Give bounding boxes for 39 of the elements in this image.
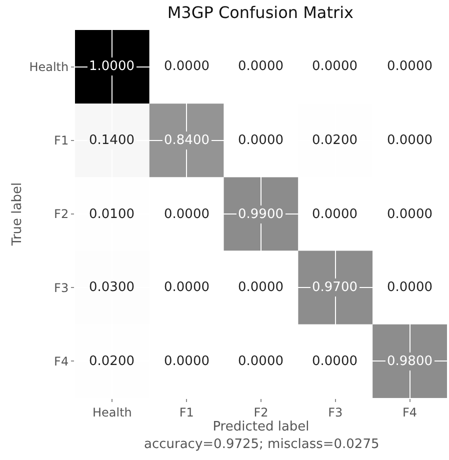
data-label: 0.0000 bbox=[238, 280, 284, 295]
y-tick-label: F1 bbox=[54, 134, 69, 148]
data-label: 0.0000 bbox=[387, 133, 432, 148]
data-label: 0.0000 bbox=[164, 280, 210, 295]
data-label: 0.9700 bbox=[312, 280, 358, 295]
x-tick-label: F1 bbox=[179, 405, 194, 420]
data-label: 0.0000 bbox=[238, 133, 284, 148]
data-label: 0.0300 bbox=[89, 280, 134, 295]
chart-title: M3GP Confusion Matrix bbox=[167, 3, 354, 22]
data-label: 0.0000 bbox=[238, 354, 284, 369]
data-label: 0.0000 bbox=[312, 59, 358, 74]
data-label: 0.0200 bbox=[89, 354, 134, 369]
data-label: 1.0000 bbox=[89, 59, 134, 74]
data-label: 0.0000 bbox=[164, 207, 210, 222]
x-tick-label: F2 bbox=[254, 405, 268, 420]
x-tick-label: F4 bbox=[402, 405, 418, 420]
y-axis-title: True label bbox=[10, 182, 26, 247]
data-label: 0.0000 bbox=[164, 354, 210, 369]
data-label: 0.0100 bbox=[89, 207, 134, 222]
data-label: 0.0200 bbox=[312, 133, 358, 148]
data-label: 0.0000 bbox=[238, 59, 284, 74]
data-label: 0.0000 bbox=[387, 280, 432, 295]
data-label: 0.0000 bbox=[312, 354, 358, 369]
data-label: 0.9900 bbox=[238, 207, 284, 222]
y-tick-label: F3 bbox=[54, 280, 69, 295]
x-axis-title: Predicted label bbox=[212, 419, 310, 434]
data-label: 0.0000 bbox=[387, 207, 432, 222]
y-tick-label: F4 bbox=[54, 354, 69, 368]
data-label: 0.0000 bbox=[164, 59, 210, 74]
y-tick-label: F2 bbox=[54, 207, 69, 222]
x-tick-label: F3 bbox=[328, 405, 343, 420]
data-label: 0.0000 bbox=[387, 59, 432, 74]
text: accuracy=0.9725; misclass=0.0275 bbox=[144, 437, 380, 452]
y-tick-label: Health bbox=[29, 60, 69, 74]
data-label: 0.8400 bbox=[164, 133, 210, 148]
x-tick-label: Health bbox=[92, 405, 132, 420]
data-label: 0.0000 bbox=[312, 207, 358, 222]
data-label: 0.1400 bbox=[89, 133, 134, 148]
data-label: 0.9800 bbox=[387, 354, 432, 369]
